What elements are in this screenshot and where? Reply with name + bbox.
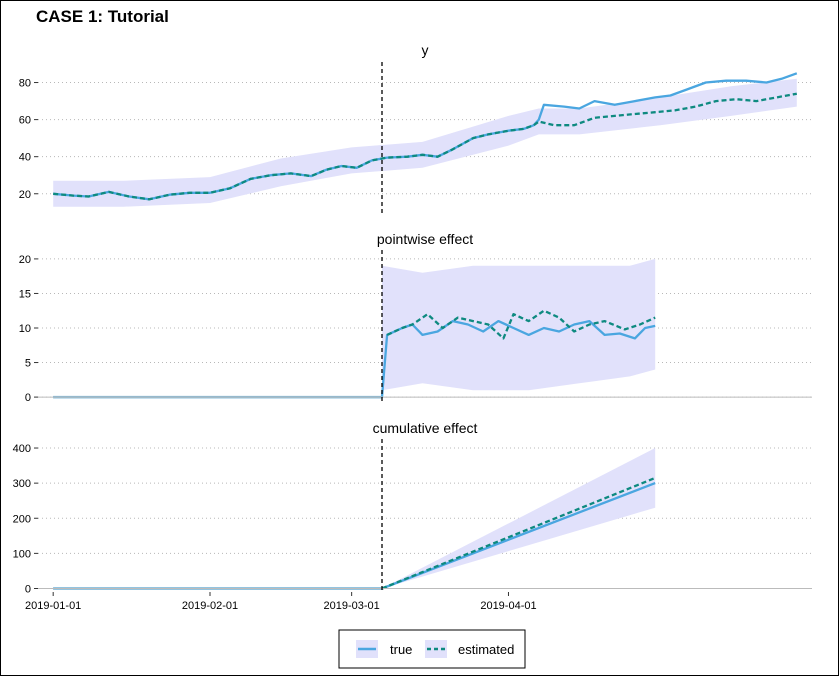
chart-panels: y 20 40 60 80 pointwise effect 0 5 10 15 20 cumulat… [13,42,812,612]
y-tick-label: 40 [19,152,31,164]
y-tick-label: 60 [19,115,31,127]
legend: true estimated [338,629,526,669]
y-tick-label: 0 [25,392,31,404]
y-tick-label: 0 [25,583,31,595]
panel-title: cumulative effect [373,420,478,436]
panel-title: y [422,42,429,58]
figure-title: CASE 1: Tutorial [36,7,169,26]
y-tick-label: 300 [13,478,31,490]
series-estimated-line [386,309,656,340]
panel-title: pointwise effect [377,231,473,247]
panel-2: pointwise effect 0 5 10 15 20 [19,231,812,404]
panel-1: y 20 40 60 80 [19,42,812,216]
legend-label-estimated: estimated [458,642,514,657]
confidence-band [53,78,797,207]
series-estimated-line [53,92,798,201]
y-tick-label: 100 [13,548,31,560]
series-estimated-line [381,476,656,590]
y-tick-label: 20 [19,254,31,266]
x-tick-label: 2019-01-01 [25,600,81,612]
y-tick-label: 400 [13,443,31,455]
y-tick-label: 20 [19,189,31,201]
x-tick-label: 2019-04-01 [480,600,536,612]
y-tick-label: 5 [25,358,31,370]
y-tick-label: 15 [19,288,31,300]
y-tick-label: 200 [13,513,31,525]
x-tick-label: 2019-03-01 [324,600,380,612]
x-tick-label: 2019-02-01 [182,600,238,612]
panel-3: cumulative effect 0 100 200 300 400 2019-01-01… [13,420,812,612]
series-true-line [53,319,656,399]
y-tick-label: 10 [19,323,31,335]
confidence-band [382,258,656,391]
confidence-band [382,448,656,589]
legend-label-true: true [390,642,412,657]
y-tick-label: 80 [19,78,31,90]
